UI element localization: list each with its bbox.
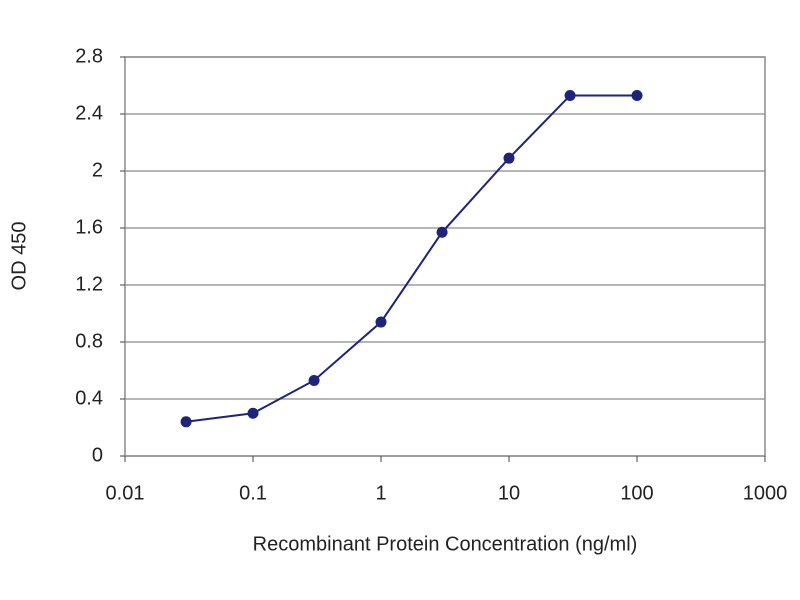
x-tick-label: 1000 [743, 482, 788, 504]
data-point [308, 374, 320, 386]
x-tick-label: 0.01 [106, 482, 145, 504]
series-line [185, 94, 637, 423]
data-point [436, 226, 448, 238]
plot-area [124, 56, 766, 457]
x-tick-label: 0.1 [239, 482, 267, 504]
y-tick-label: 1.2 [75, 273, 103, 295]
data-point [247, 407, 259, 419]
data-point [631, 89, 643, 101]
y-axis-label: OD 450 [8, 222, 30, 291]
data-point [503, 152, 515, 164]
x-tick-label: 1 [375, 482, 386, 504]
y-tick-label: 0.8 [75, 330, 103, 352]
y-tick-label: 2 [92, 159, 103, 181]
data-point [180, 416, 192, 428]
y-tick-label: 0.4 [75, 387, 103, 409]
y-tick-label: 0 [92, 444, 103, 466]
y-tick-label: 2.4 [75, 102, 103, 124]
x-tick-label: 100 [620, 482, 653, 504]
x-tick-label: 10 [498, 482, 520, 504]
x-axis-label: Recombinant Protein Concentration (ng/ml… [253, 533, 638, 555]
data-point [375, 316, 387, 328]
y-tick-label: 1.6 [75, 216, 103, 238]
data-point [564, 89, 576, 101]
y-tick-label: 2.8 [75, 45, 103, 67]
